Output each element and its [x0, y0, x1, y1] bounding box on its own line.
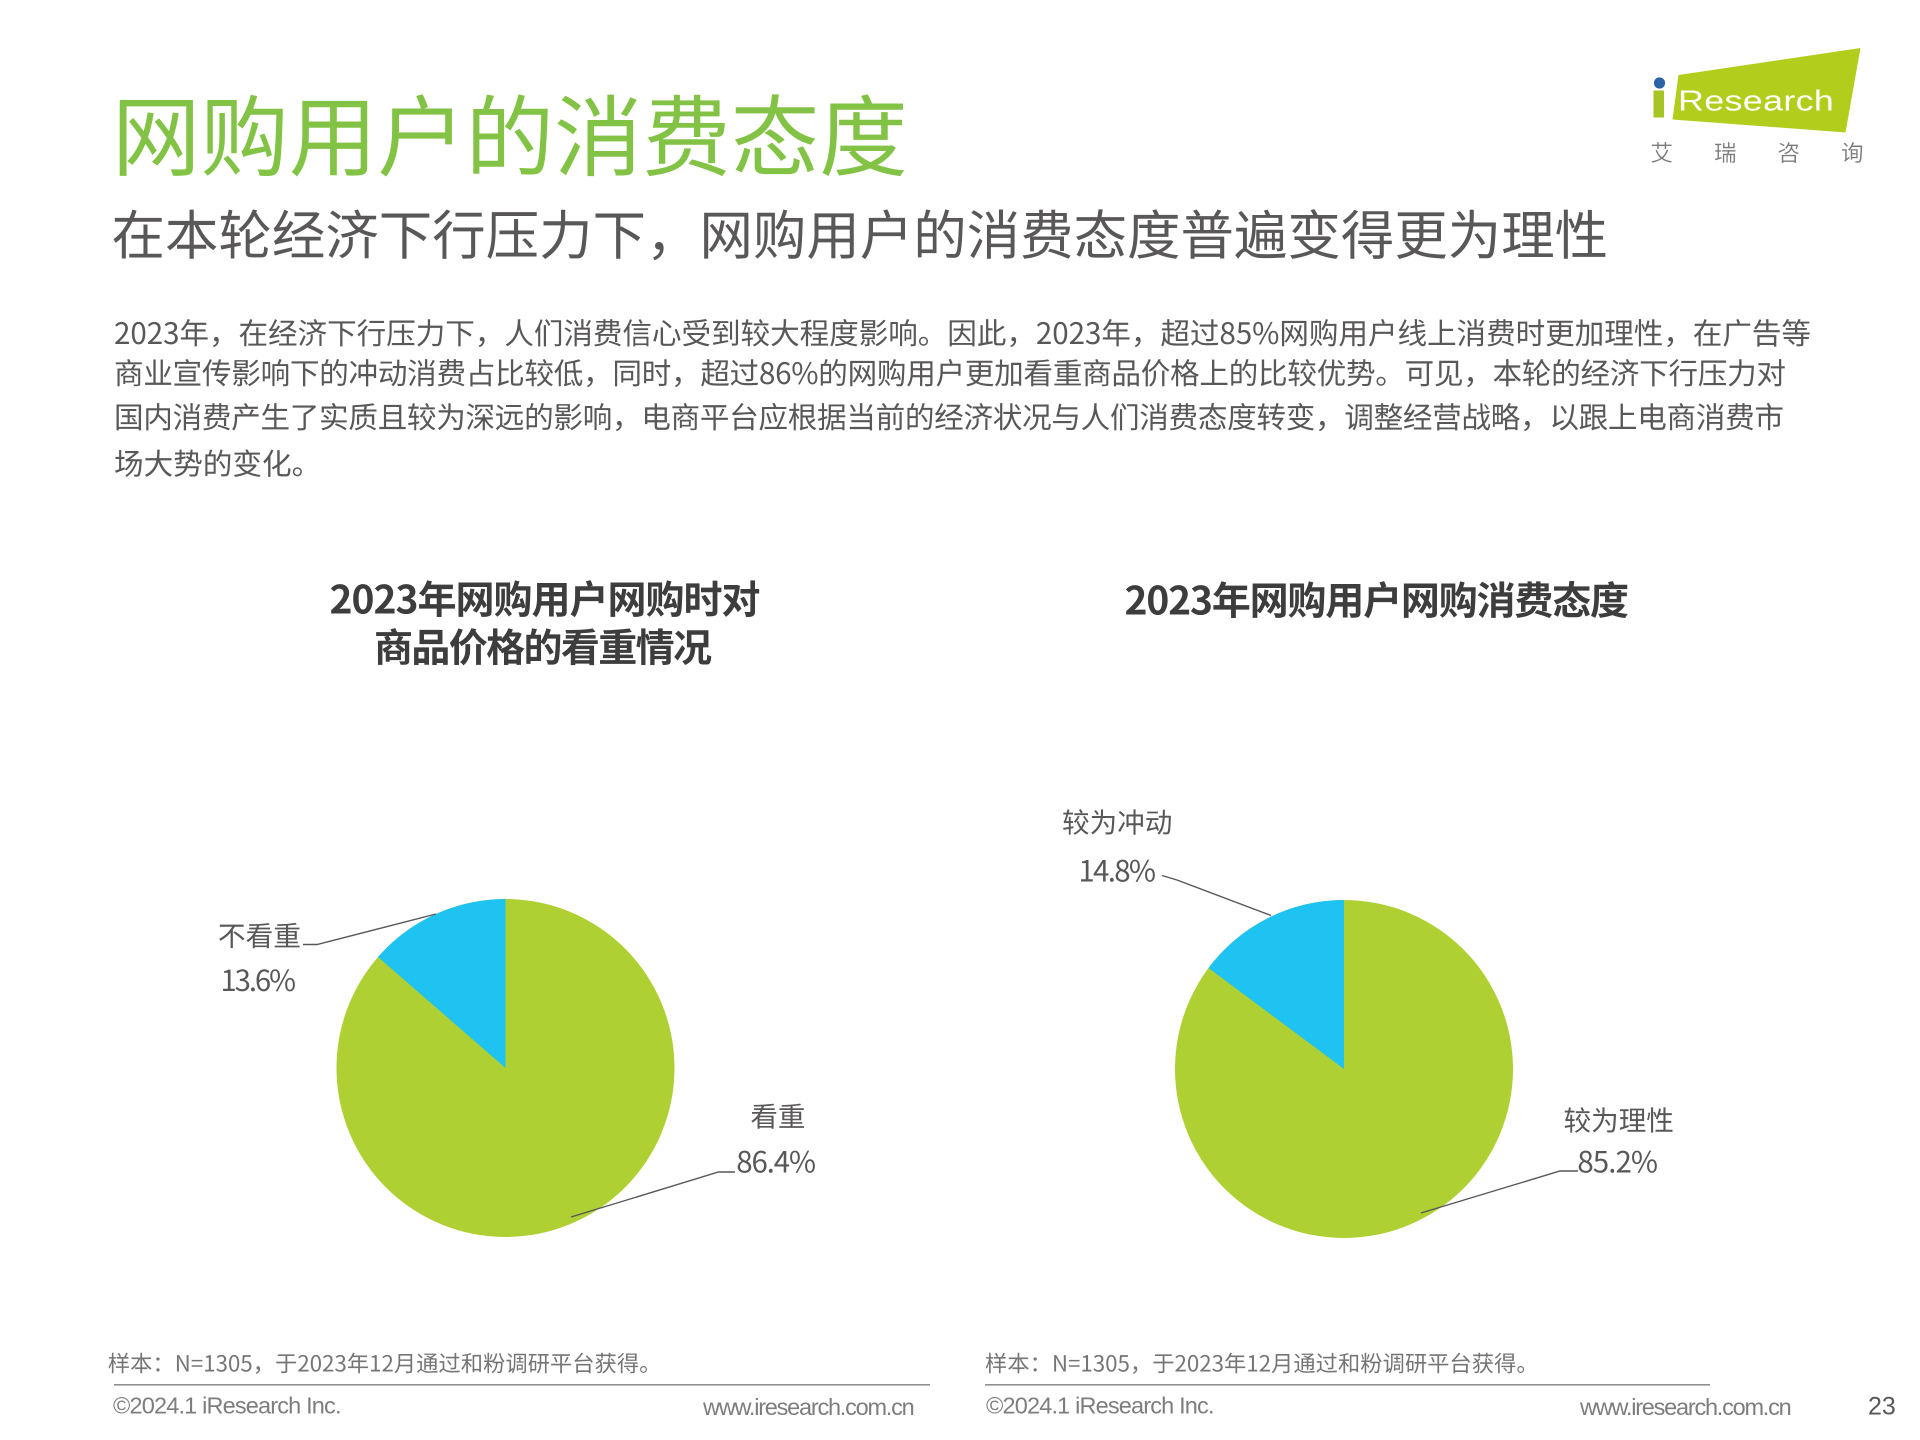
svg-text:www.iresearch.com.cn: www.iresearch.com.cn	[1579, 1394, 1791, 1420]
svg-text:www.iresearch.com.cn: www.iresearch.com.cn	[702, 1394, 914, 1420]
svg-text:Research: Research	[1678, 85, 1834, 117]
svg-text:23: 23	[1868, 1393, 1896, 1421]
svg-text:©2024.1 iResearch Inc.: ©2024.1 iResearch Inc.	[113, 1393, 341, 1419]
svg-text:©2024.1 iResearch Inc.: ©2024.1 iResearch Inc.	[986, 1393, 1214, 1419]
